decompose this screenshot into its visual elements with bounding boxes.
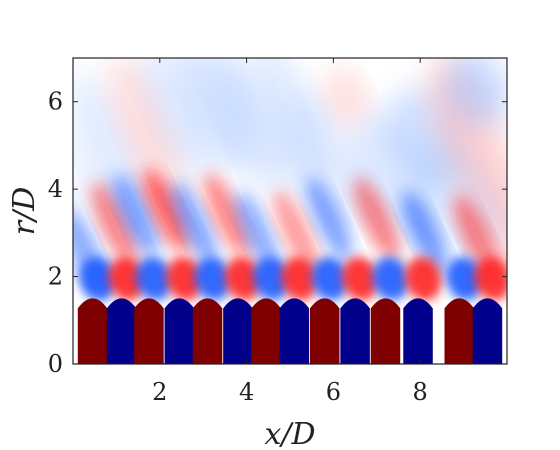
core-band-3 <box>164 298 195 364</box>
x-tick-label-3: 8 <box>413 378 428 406</box>
core-band-2 <box>134 298 164 364</box>
shear-layer-tail-3 <box>143 168 190 254</box>
x-tick-label-0: 2 <box>152 378 167 406</box>
core-band-1 <box>106 298 137 364</box>
core-band-0 <box>77 298 108 364</box>
shear-cap-10 <box>372 257 409 301</box>
far-field-structure-5 <box>214 58 288 198</box>
core-band-5 <box>223 298 253 364</box>
shear-cap-0 <box>79 257 117 301</box>
y-tick-label-1: 2 <box>48 263 63 291</box>
far-field-structure-8 <box>324 68 368 127</box>
plot-frame <box>72 57 508 365</box>
shear-cap-3 <box>166 257 203 301</box>
shear-layer-tail-9 <box>354 177 400 262</box>
shear-layer-tail-6 <box>234 190 281 275</box>
x-ticks: 2 4 6 8 <box>152 58 428 406</box>
core-band-7 <box>279 298 310 364</box>
shear-cap-6 <box>253 257 290 301</box>
shear-layer-tail-8 <box>306 177 352 262</box>
core-band-11 <box>403 298 433 364</box>
core-band-9 <box>340 298 370 364</box>
y-tick-label-3: 6 <box>48 88 63 116</box>
shear-cap-2 <box>135 257 173 301</box>
shear-layer-tail-7 <box>273 190 320 275</box>
shear-cap-13 <box>474 257 507 301</box>
y-tick-label-2: 4 <box>48 175 63 203</box>
shear-cap-12 <box>446 257 483 301</box>
core-band-13 <box>472 298 503 364</box>
shear-layer-tail-2 <box>113 173 159 258</box>
shear-cap-9 <box>342 257 379 301</box>
x-tick-label-2: 6 <box>326 378 341 406</box>
shear-cap-1 <box>108 257 146 301</box>
core-band-4 <box>192 298 223 364</box>
far-field-structure-12 <box>444 58 507 127</box>
far-field-structure-2 <box>109 58 184 210</box>
far-field-structure-0 <box>73 133 119 281</box>
shear-cap-4 <box>194 257 232 301</box>
far-field-structure-7 <box>285 93 365 233</box>
shear-cap-7 <box>281 257 318 301</box>
shear-layer-tail-10 <box>401 190 448 275</box>
shear-layer-tail-5 <box>204 173 250 258</box>
shear-layer-tail-4 <box>171 182 218 267</box>
core-band-10 <box>370 298 401 364</box>
shear-cap-11 <box>404 257 442 301</box>
y-ticks: 0 2 4 6 <box>48 88 507 378</box>
far-field-structure-3 <box>141 58 213 180</box>
core-band-6 <box>251 298 281 364</box>
y-axis-label: r/D <box>7 187 42 236</box>
y-tick-label-0: 0 <box>48 350 63 378</box>
shear-layer-tail-1 <box>91 182 137 267</box>
core-band-8 <box>309 298 340 364</box>
shear-cap-8 <box>311 257 349 301</box>
shear-cap-5 <box>224 257 262 301</box>
x-tick-label-1: 4 <box>239 378 254 406</box>
x-axis-label: x/D <box>264 417 315 450</box>
core-band-12 <box>444 298 475 364</box>
